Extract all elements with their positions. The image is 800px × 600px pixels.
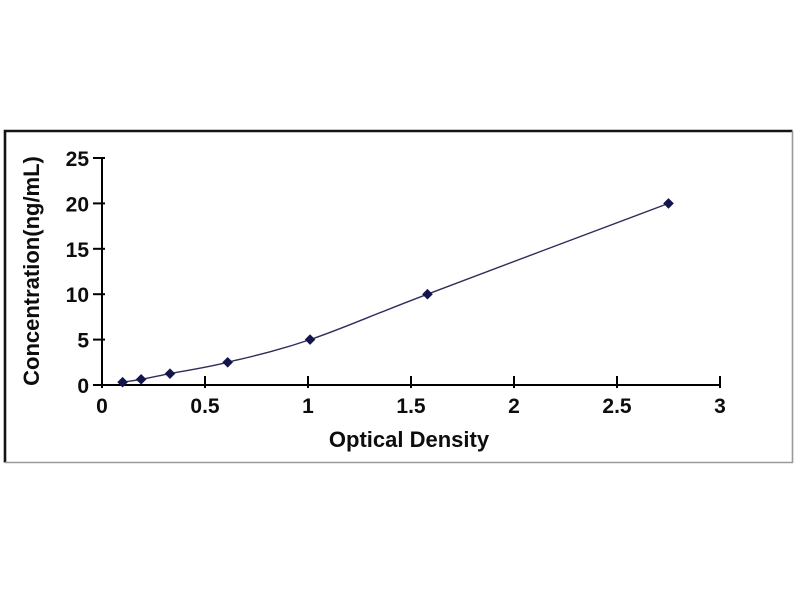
x-tick-label: 1.5 (396, 395, 426, 418)
x-tick-label: 3 (714, 395, 726, 418)
data-point-marker (117, 376, 128, 388)
data-point-markers (117, 198, 674, 388)
y-tick-label: 15 (66, 239, 90, 262)
y-tick-label: 20 (66, 193, 89, 216)
chart-border-shadow (5, 131, 794, 464)
data-point-marker (135, 374, 147, 385)
x-axis-tick-labels: 0 0.5 1 1.5 2 2.5 3 (96, 395, 726, 418)
x-axis-ticks (101, 376, 721, 388)
data-point-marker (164, 368, 176, 379)
data-point-marker (663, 198, 674, 209)
x-axis-title: Optical Density (329, 427, 490, 452)
y-tick-label: 5 (77, 330, 89, 353)
y-tick-label: 25 (66, 148, 90, 171)
x-tick-label: 2.5 (602, 395, 632, 418)
y-tick-label: 0 (77, 375, 89, 398)
x-tick-label: 0.5 (190, 395, 220, 418)
x-tick-label: 0 (96, 395, 108, 418)
y-tick-label: 10 (66, 284, 89, 307)
data-point-marker (422, 288, 433, 300)
chart-border (3, 129, 793, 463)
x-tick-label: 2 (508, 395, 520, 418)
x-tick-label: 1 (302, 395, 314, 418)
y-axis-tick-labels: 0 5 10 15 20 25 (66, 148, 90, 398)
y-axis-ticks (93, 157, 105, 386)
data-point-marker (222, 356, 233, 368)
axis-lines (101, 158, 721, 386)
data-point-marker (304, 334, 316, 345)
standard-curve-line (122, 202, 669, 383)
y-axis-title: Concentration(ng/mL) (19, 156, 44, 386)
axes: 0 0.5 1 1.5 2 2.5 3 0 5 10 15 20 25 (66, 148, 726, 418)
